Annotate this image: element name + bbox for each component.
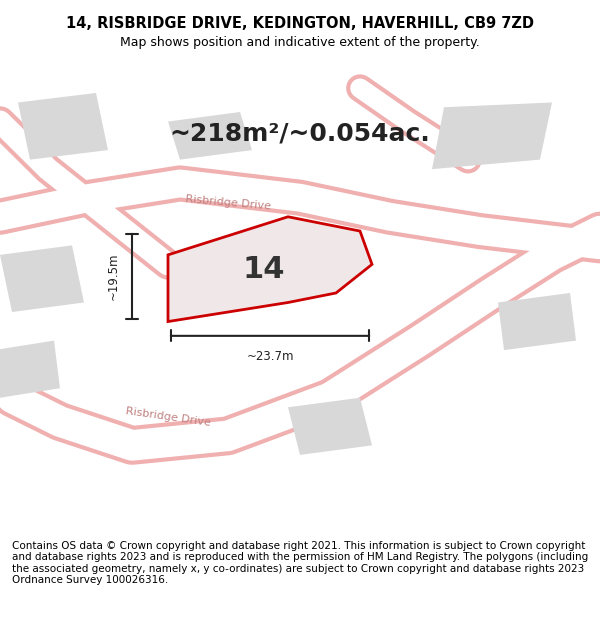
Polygon shape [0,246,84,312]
Text: Risbridge Drive: Risbridge Drive [125,406,211,428]
Text: ~218m²/~0.054ac.: ~218m²/~0.054ac. [170,121,430,146]
Polygon shape [498,293,576,350]
Text: ~23.7m: ~23.7m [246,350,294,363]
Text: Risbridge Drive: Risbridge Drive [185,194,271,211]
Polygon shape [168,112,252,159]
Polygon shape [288,398,372,455]
Polygon shape [18,93,108,159]
Polygon shape [432,102,552,169]
Polygon shape [0,341,60,398]
Text: Contains OS data © Crown copyright and database right 2021. This information is : Contains OS data © Crown copyright and d… [12,541,588,586]
Text: ~19.5m: ~19.5m [107,253,120,300]
Polygon shape [168,217,372,321]
Text: Map shows position and indicative extent of the property.: Map shows position and indicative extent… [120,36,480,49]
Text: 14: 14 [243,254,285,284]
Text: 14, RISBRIDGE DRIVE, KEDINGTON, HAVERHILL, CB9 7ZD: 14, RISBRIDGE DRIVE, KEDINGTON, HAVERHIL… [66,16,534,31]
